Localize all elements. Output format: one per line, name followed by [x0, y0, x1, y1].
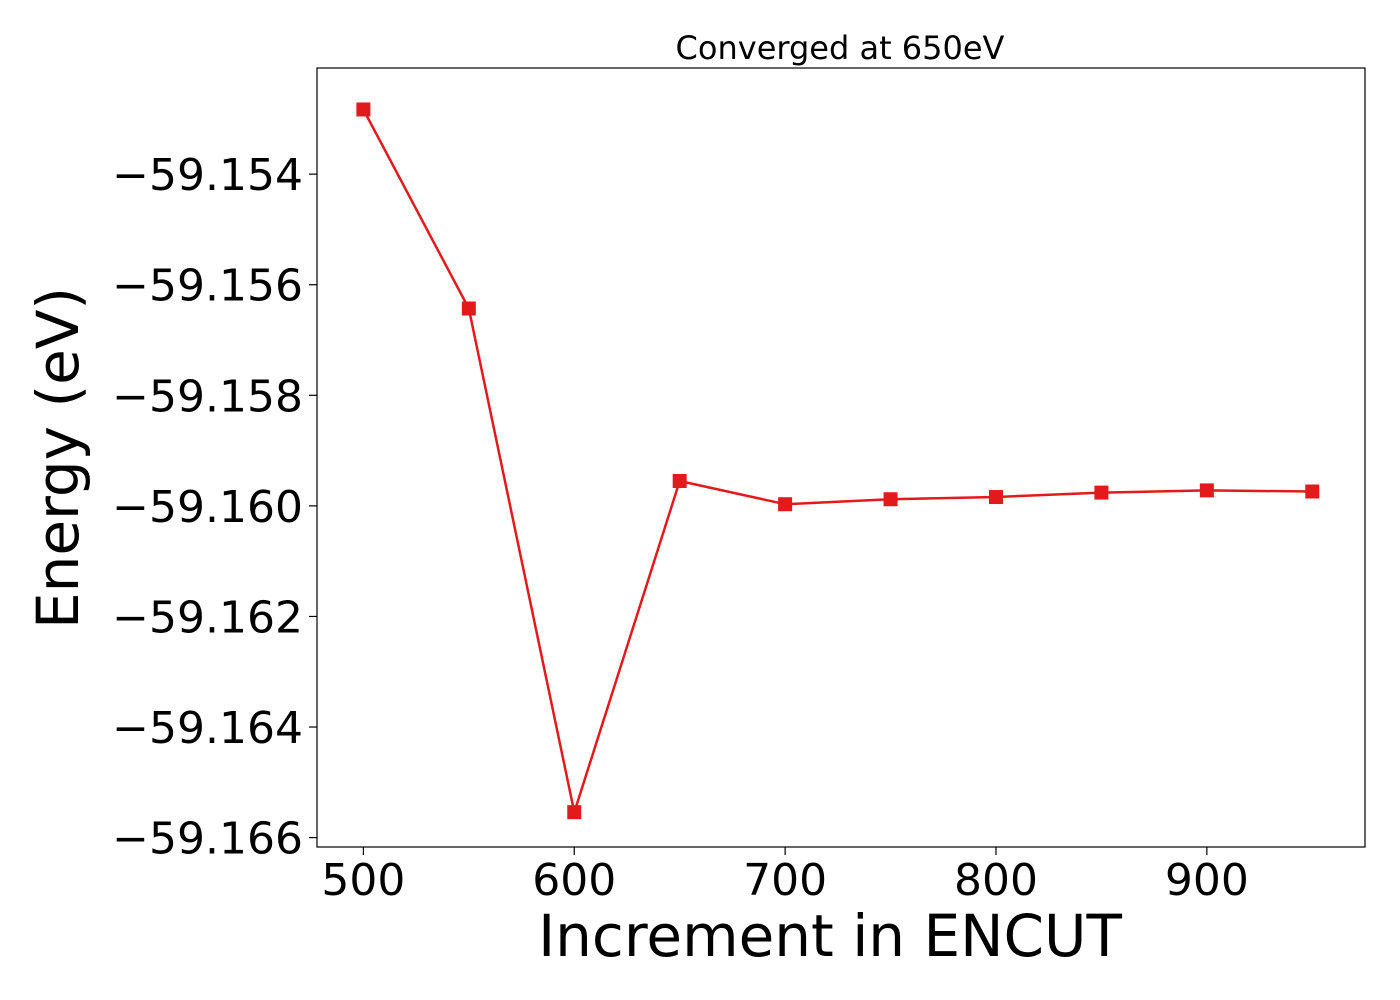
y-axis-title: Energy (eV) [24, 287, 92, 629]
data-point-marker [356, 102, 371, 117]
x-tick-label: 900 [1165, 855, 1249, 906]
y-tick-label: −59.162 [112, 592, 303, 643]
y-tick-label: −59.164 [112, 703, 303, 754]
x-tick-label: 500 [321, 855, 405, 906]
data-point-marker [883, 492, 898, 507]
series-layer [356, 102, 1320, 820]
data-point-marker [1199, 483, 1214, 498]
data-point-marker [672, 473, 687, 488]
y-tick-label: −59.154 [112, 150, 303, 201]
x-axis-title: Increment in ENCUT [538, 902, 1122, 970]
data-point-marker [1094, 485, 1109, 500]
y-tick-label: −59.160 [112, 482, 303, 533]
y-tick-label: −59.158 [112, 371, 303, 422]
y-tick-label: −59.166 [112, 814, 303, 865]
plot-area-frame [316, 67, 1366, 848]
data-point-marker [567, 805, 582, 820]
data-point-marker [1305, 484, 1320, 499]
y-tick-label: −59.156 [112, 261, 303, 312]
chart-title: Converged at 650eV [676, 29, 1005, 67]
y-axis-ticks: −59.154 −59.156 −59.158 −59.160 −59.162 −59.1… [112, 150, 317, 865]
x-tick-label: 800 [954, 855, 1038, 906]
x-axis-ticks: 500 600 700 800 900 [321, 847, 1249, 906]
data-point-marker [461, 301, 476, 316]
x-tick-label: 600 [532, 855, 616, 906]
data-point-marker [988, 490, 1003, 505]
x-tick-label: 700 [743, 855, 827, 906]
series-line [362, 108, 1313, 814]
data-point-marker [778, 497, 793, 512]
